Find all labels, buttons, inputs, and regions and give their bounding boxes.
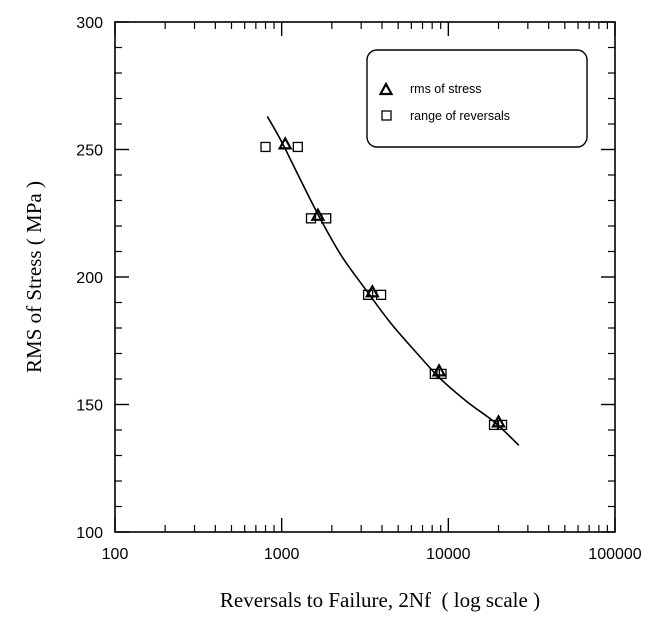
legend-square-marker — [381, 110, 392, 121]
y-tick-label: 250 — [76, 143, 103, 160]
x-tick-label: 100 — [102, 546, 129, 563]
square-marker — [362, 289, 374, 301]
square-marker — [321, 213, 332, 224]
y-tick-label: 150 — [76, 398, 103, 415]
y-axis-title: RMS of Stress ( MPa ) — [22, 181, 46, 373]
legend-label-range: range of reversals — [410, 109, 510, 123]
x-axis-title: Reversals to Failure, 2Nf ( log scale ) — [220, 588, 540, 612]
square-marker — [488, 419, 500, 431]
x-tick-label: 1000 — [264, 546, 300, 563]
plot-frame — [114, 21, 616, 533]
square-marker — [429, 368, 440, 380]
legend-triangle-marker — [378, 81, 394, 96]
legend: rms of stress range of reversals — [366, 49, 588, 148]
x-tick-label: 10000 — [426, 546, 471, 563]
square-marker — [496, 419, 508, 431]
axis-ticks — [114, 21, 616, 533]
fit-curve — [266, 115, 520, 446]
data-markers — [260, 136, 508, 431]
square-marker — [305, 213, 317, 224]
square-marker — [260, 141, 271, 153]
triangle-marker — [277, 136, 293, 150]
y-tick-label: 100 — [76, 525, 103, 542]
square-marker — [292, 141, 303, 153]
y-tick-label: 300 — [76, 15, 103, 32]
y-tick-labels: 100 150 200 250 300 — [76, 15, 103, 542]
y-tick-label: 200 — [76, 270, 103, 287]
square-marker — [436, 368, 447, 380]
x-tick-labels: 100 1000 10000 100000 — [102, 546, 642, 563]
legend-label-rms: rms of stress — [410, 82, 482, 96]
x-tick-label: 100000 — [588, 546, 641, 563]
legend-box — [366, 49, 588, 148]
square-marker — [375, 289, 387, 301]
